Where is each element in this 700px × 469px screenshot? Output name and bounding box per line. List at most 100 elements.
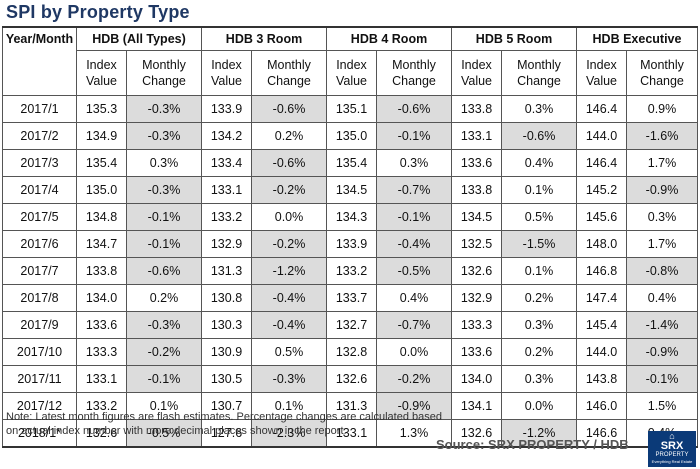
- monthly-change-cell: -0.9%: [626, 338, 698, 366]
- monthly-change-cell: -0.2%: [126, 338, 202, 366]
- monthly-change-cell: 1.7%: [626, 230, 698, 258]
- period-cell: 2017/5: [2, 203, 77, 231]
- monthly-change-cell: 0.1%: [501, 176, 577, 204]
- monthly-change-cell: 0.2%: [126, 284, 202, 312]
- monthly-change-cell: -0.9%: [376, 392, 452, 420]
- monthly-change-cell: -0.1%: [376, 122, 452, 150]
- index-value-cell: 135.1: [326, 95, 377, 123]
- monthly-change-cell: -0.7%: [376, 311, 452, 339]
- srx-logo: ⌂ SRX PROPERTY Everything Real Estate: [648, 431, 696, 467]
- index-value-cell: 132.6: [451, 257, 502, 285]
- monthly-change-cell: 0.3%: [501, 95, 577, 123]
- table-row: 2017/7 133.8 -0.6% 131.3 -1.2% 133.2 -0.5% 132.…: [2, 257, 698, 285]
- logo-name: SRX: [660, 440, 684, 452]
- index-value-cell: 133.1: [201, 176, 252, 204]
- monthly-change-cell: 0.9%: [626, 95, 698, 123]
- monthly-change-cell: -0.8%: [626, 257, 698, 285]
- index-value-cell: 130.3: [201, 311, 252, 339]
- monthly-change-cell: -0.3%: [126, 176, 202, 204]
- index-value-cell: 135.0: [326, 122, 377, 150]
- index-value-cell: 146.8: [576, 257, 627, 285]
- index-value-cell: 146.4: [576, 95, 627, 123]
- index-value-cell: 133.4: [201, 149, 252, 177]
- table-row: 2017/12 133.2 0.1% 130.7 0.1% 131.3 -0.9% 134.1…: [2, 392, 698, 420]
- group-header: HDB Executive: [576, 26, 698, 51]
- period-cell: 2017/10: [2, 338, 77, 366]
- monthly-change-cell: -0.1%: [126, 365, 202, 393]
- monthly-change-cell: -0.2%: [376, 365, 452, 393]
- monthly-change-header: Monthly Change: [126, 50, 202, 96]
- monthly-change-cell: -0.4%: [251, 284, 327, 312]
- index-value-cell: 134.8: [76, 203, 127, 231]
- table-row: 2017/6 134.7 -0.1% 132.9 -0.2% 133.9 -0.4% 132.…: [2, 230, 698, 258]
- group-header: HDB 5 Room: [451, 26, 577, 51]
- monthly-change-cell: 1.5%: [626, 392, 698, 420]
- index-value-cell: 133.6: [76, 311, 127, 339]
- monthly-change-cell: 1.7%: [626, 149, 698, 177]
- monthly-change-header: Monthly Change: [251, 50, 327, 96]
- index-value-cell: 135.4: [326, 149, 377, 177]
- monthly-change-header: Monthly Change: [501, 50, 577, 96]
- monthly-change-cell: -0.3%: [126, 311, 202, 339]
- index-value-cell: 132.5: [451, 230, 502, 258]
- logo-sub: PROPERTY: [655, 452, 689, 458]
- index-value-cell: 134.5: [326, 176, 377, 204]
- index-value-cell: 132.9: [201, 230, 252, 258]
- monthly-change-cell: -1.6%: [626, 122, 698, 150]
- period-cell: 2017/4: [2, 176, 77, 204]
- index-value-header: Index Value: [326, 50, 377, 96]
- index-value-cell: 130.5: [201, 365, 252, 393]
- index-value-cell: 134.2: [201, 122, 252, 150]
- monthly-change-cell: -1.4%: [626, 311, 698, 339]
- monthly-change-cell: -0.2%: [251, 230, 327, 258]
- table-row: 2017/1 135.3 -0.3% 133.9 -0.6% 135.1 -0.6% 133.…: [2, 95, 698, 123]
- period-cell: 2017/1: [2, 95, 77, 123]
- monthly-change-cell: -1.2%: [501, 419, 577, 448]
- index-value-cell: 133.3: [76, 338, 127, 366]
- index-value-cell: 133.8: [76, 257, 127, 285]
- monthly-change-cell: -0.4%: [376, 230, 452, 258]
- monthly-change-cell: -0.1%: [126, 203, 202, 231]
- index-value-cell: 133.6: [451, 338, 502, 366]
- index-value-cell: 132.6: [76, 419, 127, 448]
- index-value-cell: 130.9: [201, 338, 252, 366]
- index-value-cell: 133.9: [326, 230, 377, 258]
- monthly-change-cell: 0.0%: [501, 392, 577, 420]
- group-header: HDB (All Types): [76, 26, 202, 51]
- footnote-line: Note: Latest month figures are flash est…: [6, 411, 442, 423]
- index-value-header: Index Value: [76, 50, 127, 96]
- monthly-change-cell: -0.5%: [126, 419, 202, 448]
- monthly-change-cell: -0.6%: [126, 257, 202, 285]
- index-value-cell: 146.0: [576, 392, 627, 420]
- monthly-change-cell: -0.6%: [376, 95, 452, 123]
- index-value-cell: 134.1: [451, 392, 502, 420]
- period-cell: 2017/6: [2, 230, 77, 258]
- monthly-change-cell: -0.1%: [376, 203, 452, 231]
- monthly-change-cell: -0.6%: [251, 95, 327, 123]
- index-value-cell: 145.6: [576, 203, 627, 231]
- index-value-cell: 135.4: [76, 149, 127, 177]
- sub-header-row: Index Value Monthly Change Index Value M…: [3, 50, 698, 96]
- index-value-header: Index Value: [451, 50, 502, 96]
- table-row: 2017/3 135.4 0.3% 133.4 -0.6% 135.4 0.3% 133.6 0…: [2, 149, 698, 177]
- index-value-cell: 134.5: [451, 203, 502, 231]
- index-value-cell: 133.8: [451, 95, 502, 123]
- table-row: 2017/10 133.3 -0.2% 130.9 0.5% 132.8 0.0% 133.6…: [2, 338, 698, 366]
- monthly-change-cell: 0.3%: [501, 365, 577, 393]
- index-value-cell: 133.8: [451, 176, 502, 204]
- monthly-change-cell: 0.2%: [251, 122, 327, 150]
- index-value-header: Index Value: [576, 50, 627, 96]
- monthly-change-cell: 0.4%: [376, 284, 452, 312]
- monthly-change-header: Monthly Change: [376, 50, 452, 96]
- monthly-change-cell: 1.3%: [376, 419, 452, 448]
- index-value-cell: 133.9: [201, 95, 252, 123]
- index-value-cell: 146.4: [576, 149, 627, 177]
- monthly-change-cell: -0.2%: [251, 176, 327, 204]
- monthly-change-cell: -0.5%: [376, 257, 452, 285]
- index-value-cell: 130.8: [201, 284, 252, 312]
- monthly-change-cell: 0.3%: [376, 149, 452, 177]
- monthly-change-cell: 0.2%: [501, 284, 577, 312]
- monthly-change-cell: 0.0%: [376, 338, 452, 366]
- source-label: Source: SRX PROPERTY / HDB: [436, 437, 629, 452]
- monthly-change-cell: -0.4%: [251, 311, 327, 339]
